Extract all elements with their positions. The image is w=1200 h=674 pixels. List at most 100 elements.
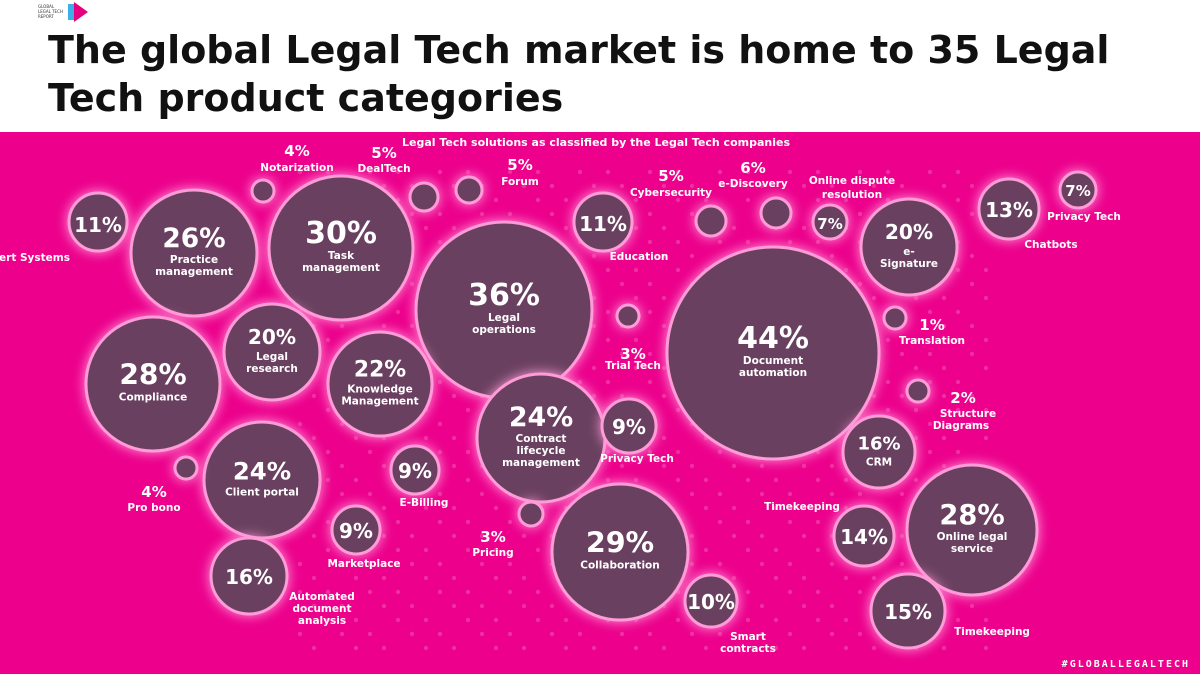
bubble-10: 6%e-Discovery [718,159,793,230]
map-dot [647,379,653,385]
bubble-circle [326,330,434,438]
bubble-value: 20% [248,325,296,349]
map-dot [409,323,415,329]
map-dot [451,533,457,539]
bubble-circle [683,573,739,629]
bubble-circle [759,196,793,230]
map-dot [423,645,429,651]
map-dot [703,645,709,651]
bubble-label: Practice [170,254,218,266]
map-dot [689,211,695,217]
map-dot [591,295,597,301]
map-dot [591,183,597,189]
map-dot [983,617,989,623]
map-dot [507,169,513,175]
map-dot [955,309,961,315]
map-dot [311,533,317,539]
chart-subtitle: Legal Tech solutions as classified by th… [402,136,790,149]
map-dot [689,463,695,469]
map-dot [647,281,653,287]
map-dot [437,239,443,245]
map-dot [983,435,989,441]
logo-text: GLOBAL LEGAL TECH REPORT [38,4,63,19]
map-dot [759,561,765,567]
bubble-31: 14%Timekeeping [764,501,896,568]
map-dot [773,575,779,581]
bubble-label: Smart [730,631,766,643]
bubble-circle [841,414,917,490]
map-dot [717,239,723,245]
bubble-label: Document [743,355,803,367]
map-dot [647,211,653,217]
map-dot [787,169,793,175]
map-dot [899,183,905,189]
map-dot [437,519,443,525]
map-dot [423,617,429,623]
bubble-label: Expert Systems [0,252,70,264]
bubble-value: 10% [687,590,735,614]
map-dot [661,323,667,329]
map-dot [983,645,989,651]
bubble-label: Privacy Tech [1047,211,1121,223]
map-dot [899,561,905,567]
map-dot [731,505,737,511]
map-dot [493,575,499,581]
map-dot [871,295,877,301]
map-dot [717,631,723,637]
map-dot [633,225,639,231]
map-dot [549,183,555,189]
map-dot [955,197,961,203]
map-dot [843,197,849,203]
map-dot [661,295,667,301]
map-dot [451,505,457,511]
bubble-label: Chatbots [1024,239,1077,251]
map-dot [549,211,555,217]
bubble-value: 4% [284,142,309,160]
bubble-value: 14% [840,525,888,549]
bubble-circle [222,302,322,402]
map-dot [479,211,485,217]
bubble-circle [1058,170,1098,210]
bubble-label: Legal [488,312,520,324]
map-dot [955,169,961,175]
bubble-label: contracts [720,643,776,655]
map-dot [871,393,877,399]
map-dot [843,575,849,581]
map-dot [675,197,681,203]
map-dot [969,253,975,259]
logo-mark-pink [74,2,88,22]
map-dot [339,603,345,609]
map-dot [451,463,457,469]
map-dot [885,169,891,175]
map-dot [353,645,359,651]
bubble-value: 20% [885,220,933,244]
map-dot [549,603,555,609]
map-dot [367,631,373,637]
bubble-label: Translation [899,335,965,347]
bubble-value: 5% [658,167,683,185]
map-dot [745,589,751,595]
map-dot [325,477,331,483]
bubble-label: Knowledge [347,384,412,396]
bubble-24: 16% CRM [841,414,917,490]
bubble-value: 5% [371,144,396,162]
map-dot [717,561,723,567]
map-dot [619,253,625,259]
bubble-28: 9% Marketplace [327,504,401,570]
bubble-30: 29%Collaboration [550,482,690,622]
map-dot [605,169,611,175]
map-dot [493,505,499,511]
map-dot [311,645,317,651]
map-dot [927,449,933,455]
map-dot [787,631,793,637]
bubble-value: 11% [74,213,122,237]
map-dot [731,533,737,539]
map-dot [325,449,331,455]
bubble-circle [859,197,959,297]
bubble-circle [250,178,276,204]
map-dot [311,603,317,609]
bubble-9: 5% Cybersecurity [630,167,728,238]
map-dot [689,533,695,539]
